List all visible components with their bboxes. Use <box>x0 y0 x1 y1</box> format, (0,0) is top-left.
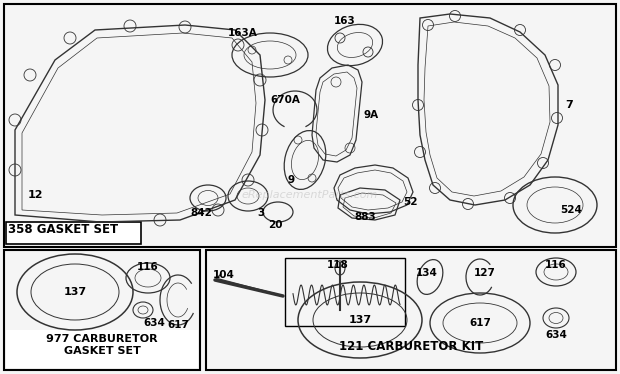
Text: 7: 7 <box>565 100 573 110</box>
Text: 104: 104 <box>213 270 235 280</box>
Text: 118: 118 <box>327 260 349 270</box>
Text: 617: 617 <box>469 318 491 328</box>
Text: 12: 12 <box>28 190 43 200</box>
Text: 842: 842 <box>190 208 212 218</box>
Text: 137: 137 <box>348 315 371 325</box>
Text: 634: 634 <box>545 330 567 340</box>
Bar <box>206 250 616 370</box>
Text: 3: 3 <box>257 208 264 218</box>
Bar <box>6 222 141 244</box>
Text: 137: 137 <box>63 287 87 297</box>
Text: 127: 127 <box>474 268 496 278</box>
Bar <box>6 330 198 368</box>
Text: 163A: 163A <box>228 28 258 38</box>
Text: 358 GASKET SET: 358 GASKET SET <box>8 223 118 236</box>
Text: 977 CARBURETOR
GASKET SET: 977 CARBURETOR GASKET SET <box>46 334 158 356</box>
Text: 52: 52 <box>403 197 417 207</box>
Text: 9: 9 <box>288 175 295 185</box>
Text: 524: 524 <box>560 205 582 215</box>
Text: 20: 20 <box>268 220 283 230</box>
Bar <box>285 258 405 326</box>
Text: 116: 116 <box>137 262 159 272</box>
Text: 617: 617 <box>167 320 189 330</box>
Text: 116: 116 <box>545 260 567 270</box>
Text: 883: 883 <box>354 212 376 222</box>
Text: eReplacementParts.com: eReplacementParts.com <box>242 190 378 200</box>
Text: 163: 163 <box>334 16 356 26</box>
Text: 134: 134 <box>416 268 438 278</box>
Bar <box>4 4 616 247</box>
Text: 9A: 9A <box>363 110 378 120</box>
Text: 121 CARBURETOR KIT: 121 CARBURETOR KIT <box>339 340 483 353</box>
Text: 670A: 670A <box>270 95 300 105</box>
Text: 634: 634 <box>143 318 165 328</box>
Bar <box>4 250 200 370</box>
